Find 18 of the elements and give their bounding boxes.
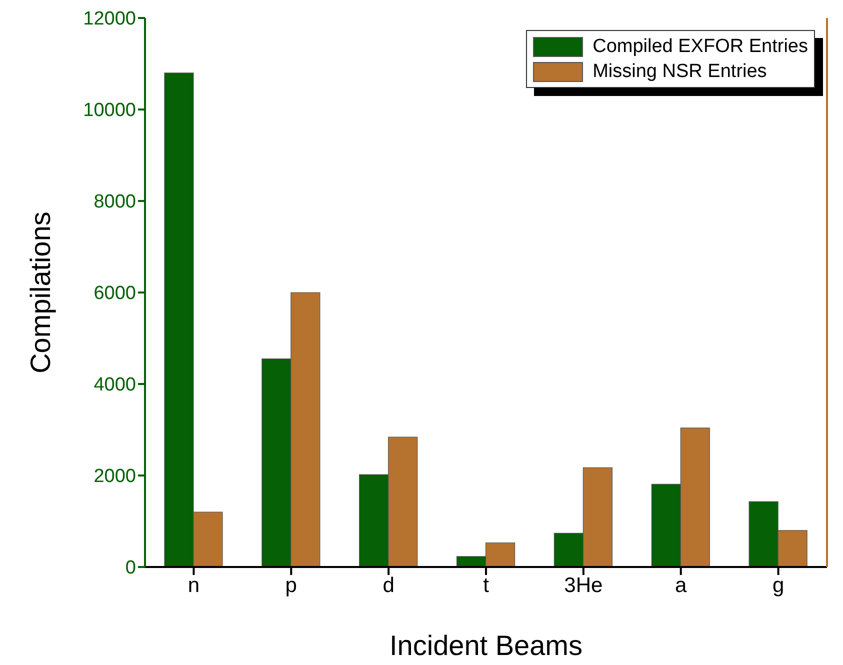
y-tick-label: 12000 [83, 8, 136, 30]
x-tick-label: 3He [564, 574, 603, 597]
x-tick-label: n [188, 574, 200, 597]
x-tick-label: a [675, 574, 688, 597]
x-tick-label: g [772, 574, 784, 597]
x-tick-label: t [483, 574, 490, 597]
y-axis-title: Compilations [24, 212, 56, 374]
x-tick-label: p [285, 574, 297, 597]
y-tick-label: 4000 [94, 374, 136, 396]
y-tick-label: 6000 [94, 283, 136, 304]
x-axis-title: Incident Beams [390, 630, 582, 661]
y-tick-label: 8000 [94, 192, 136, 213]
x-tick-label: d [382, 574, 394, 597]
y-tick-label: 10000 [83, 100, 136, 122]
y-tick-label: 0 [125, 558, 136, 579]
legend-label: Missing NSR Entries [592, 60, 767, 84]
legend-label: Compiled EXFOR Entries [592, 35, 808, 59]
y-tick-label: 2000 [94, 466, 136, 488]
